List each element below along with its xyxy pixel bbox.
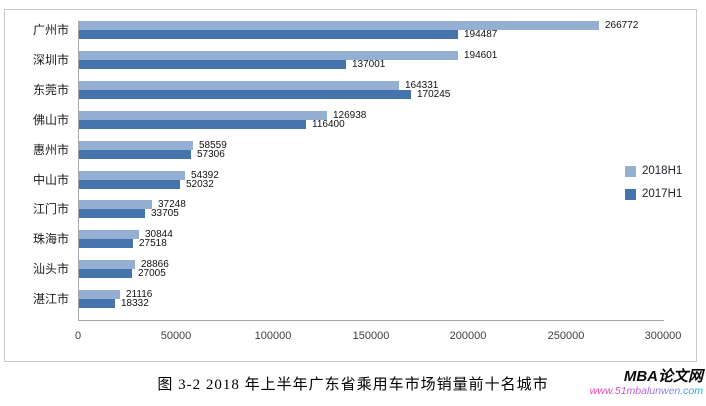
legend-label-2018h1: 2018H1 <box>642 165 683 177</box>
x-tick-label: 150000 <box>352 330 390 342</box>
category-label: 江门市 <box>32 202 69 216</box>
value-label: 27005 <box>138 268 166 279</box>
value-label: 54392 <box>191 170 219 181</box>
value-label: 21116 <box>126 289 153 300</box>
x-tick-label: 250000 <box>547 330 585 342</box>
value-label: 57306 <box>197 149 225 160</box>
category-label: 东莞市 <box>32 83 69 97</box>
value-label: 18332 <box>121 298 149 309</box>
value-label: 126938 <box>333 110 367 121</box>
legend-swatch-2018h1 <box>625 165 636 177</box>
value-label: 27518 <box>139 238 167 249</box>
value-label: 194601 <box>464 50 498 61</box>
bar-2017H1 <box>79 209 145 218</box>
bar-2018H1 <box>79 171 185 180</box>
watermark: MBA论文网 www.51mbalunwen.com <box>589 368 703 397</box>
value-label: 137001 <box>352 59 386 70</box>
category-label: 湛江市 <box>32 292 69 306</box>
value-label: 30844 <box>145 229 173 240</box>
bar-2017H1 <box>79 60 346 69</box>
category-label: 汕头市 <box>32 262 69 276</box>
bar-2018H1 <box>79 141 193 150</box>
value-label: 37248 <box>158 199 186 210</box>
legend-swatch-2017h1 <box>625 188 636 200</box>
bar-2018H1 <box>79 51 458 60</box>
category-label: 佛山市 <box>32 113 69 127</box>
bar-2017H1 <box>79 120 306 129</box>
x-tick-label: 100000 <box>254 330 292 342</box>
x-tick-label: 50000 <box>160 330 192 342</box>
value-label: 266772 <box>605 20 639 31</box>
category-label: 中山市 <box>32 173 69 187</box>
bar-2018H1 <box>79 111 327 120</box>
category-label: 广州市 <box>32 23 69 37</box>
legend-label-2017h1: 2017H1 <box>642 188 683 200</box>
plot-area: 266772 194487 194601 137001 164331 170245 1269… <box>78 20 664 321</box>
bar-2017H1 <box>79 150 191 159</box>
bar-2017H1 <box>79 299 115 308</box>
value-label: 33705 <box>151 208 179 219</box>
bar-2017H1 <box>79 239 133 248</box>
x-tick-label: 200000 <box>449 330 487 342</box>
bar-2018H1 <box>79 290 120 299</box>
category-label: 珠海市 <box>32 232 69 246</box>
figure-caption: 图 3-2 2018 年上半年广东省乘用车市场销量前十名城市 <box>157 377 549 393</box>
x-tick-label: 300000 <box>644 330 682 342</box>
watermark-url: www.51mbalunwen.com <box>589 384 703 397</box>
bar-2017H1 <box>79 90 411 99</box>
bar-2018H1 <box>79 81 399 90</box>
value-label: 194487 <box>464 29 498 40</box>
bar-2018H1 <box>79 21 599 30</box>
category-label: 惠州市 <box>32 143 69 157</box>
bar-2018H1 <box>79 260 135 269</box>
chart-legend: 2018H1 2017H1 <box>625 165 682 211</box>
legend-entry-2018h1: 2018H1 <box>625 165 682 177</box>
value-label: 170245 <box>417 89 451 100</box>
value-label: 164331 <box>405 80 439 91</box>
bar-2017H1 <box>79 180 180 189</box>
legend-entry-2017h1: 2017H1 <box>625 188 682 200</box>
category-label: 深圳市 <box>32 53 69 67</box>
value-label: 58559 <box>199 140 227 151</box>
value-label: 52032 <box>186 179 214 190</box>
watermark-title: MBA论文网 <box>623 368 703 385</box>
x-tick-label: 0 <box>74 330 82 342</box>
bar-2017H1 <box>79 30 458 39</box>
bar-2017H1 <box>79 269 132 278</box>
value-label: 116400 <box>312 119 345 130</box>
bar-2018H1 <box>79 230 139 239</box>
value-label: 28866 <box>141 259 169 270</box>
bar-2018H1 <box>79 200 152 209</box>
bar-chart-figure: 广州市深圳市东莞市佛山市惠州市中山市江门市珠海市汕头市湛江市 266772 194… <box>4 9 697 362</box>
